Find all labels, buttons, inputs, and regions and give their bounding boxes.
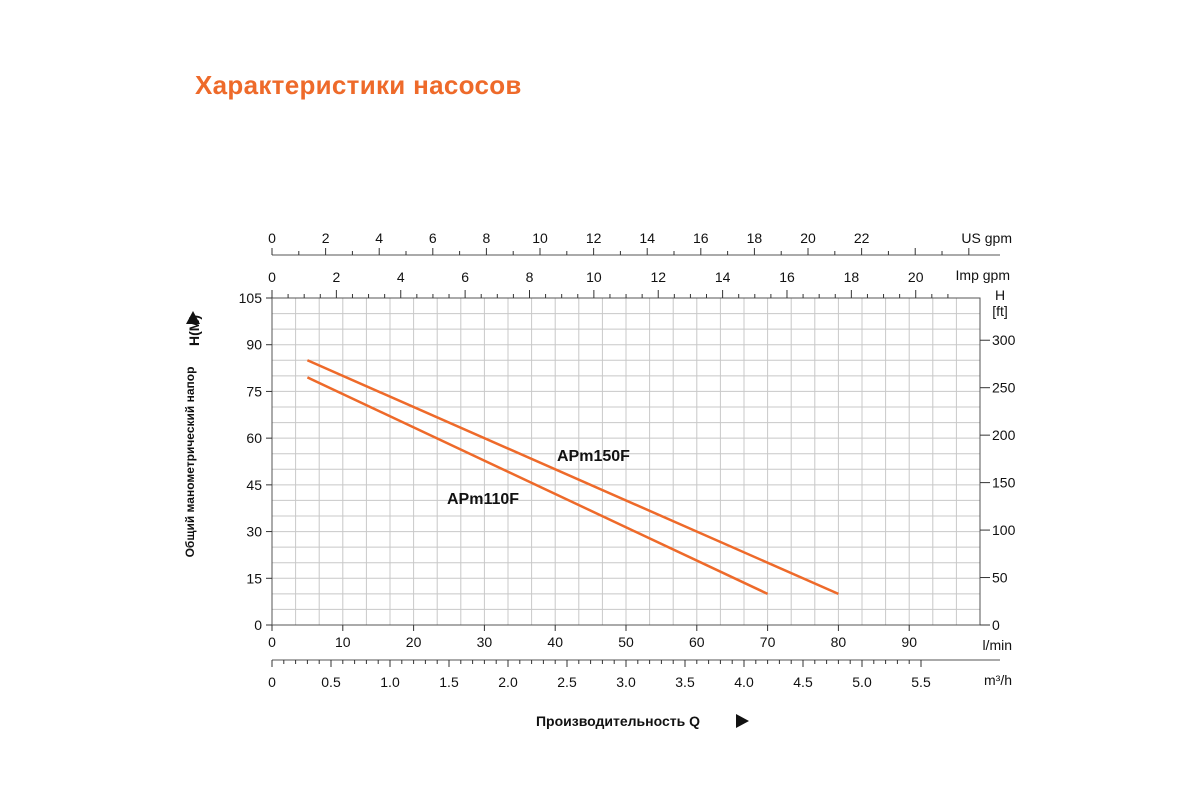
y-axis-title: Общий манометрический напор xyxy=(183,367,197,558)
y-right-tick-label: 50 xyxy=(992,570,1008,586)
x2-tick-label: 1.0 xyxy=(380,674,400,690)
x-axis-title: Производительность Q xyxy=(536,713,700,729)
y-tick-label: 105 xyxy=(239,290,263,306)
top-tick-label: 2 xyxy=(322,230,330,246)
x-tick-label: 0 xyxy=(268,634,276,650)
x2-tick-label: 2.5 xyxy=(557,674,577,690)
x2-tick-label: 0 xyxy=(268,674,276,690)
top2-tick-label: 12 xyxy=(650,269,666,285)
y-tick-label: 90 xyxy=(246,337,262,353)
top2-tick-label: 18 xyxy=(844,269,860,285)
x-tick-label: 70 xyxy=(760,634,776,650)
y-right-unit-label: [ft] xyxy=(992,303,1008,319)
top-tick-label: 22 xyxy=(854,230,870,246)
y-right-tick-label: 200 xyxy=(992,427,1016,443)
y-right-unit-label: H xyxy=(995,287,1005,303)
series-line-APm150F xyxy=(306,359,839,596)
top-unit-label: US gpm xyxy=(961,230,1012,246)
y-tick-label: 15 xyxy=(246,570,262,586)
y-tick-label: 30 xyxy=(246,524,262,540)
y-tick-label: 0 xyxy=(254,617,262,633)
top2-tick-label: 2 xyxy=(332,269,340,285)
x-unit-label: l/min xyxy=(982,637,1012,653)
x2-tick-label: 4.5 xyxy=(793,674,813,690)
top2-tick-label: 4 xyxy=(397,269,405,285)
x2-tick-label: 5.5 xyxy=(911,674,931,690)
top-tick-label: 4 xyxy=(375,230,383,246)
page-title: Характеристики насосов xyxy=(195,70,522,100)
top-tick-label: 18 xyxy=(747,230,763,246)
top-tick-label: 14 xyxy=(639,230,655,246)
y-axis-arrow-icon xyxy=(186,311,200,324)
x-tick-label: 60 xyxy=(689,634,705,650)
x-tick-label: 40 xyxy=(547,634,563,650)
top-tick-label: 0 xyxy=(268,230,276,246)
top2-tick-label: 20 xyxy=(908,269,924,285)
x2-tick-label: 3.0 xyxy=(616,674,636,690)
top2-tick-label: 16 xyxy=(779,269,795,285)
x-tick-label: 90 xyxy=(901,634,917,650)
y-tick-label: 45 xyxy=(246,477,262,493)
series-layer xyxy=(306,359,839,596)
series-label-APm110F: APm110F xyxy=(447,491,519,508)
x2-tick-label: 0.5 xyxy=(321,674,341,690)
top2-unit-label: Imp gpm xyxy=(956,267,1010,283)
top-tick-label: 20 xyxy=(800,230,816,246)
x-axis-arrow-icon xyxy=(736,714,749,728)
x-tick-label: 80 xyxy=(831,634,847,650)
x2-tick-label: 5.0 xyxy=(852,674,872,690)
y-tick-label: 60 xyxy=(246,430,262,446)
y-right-tick-label: 300 xyxy=(992,332,1016,348)
axes-layer: 0153045607590105050100150200250300H[ft]0… xyxy=(239,230,1016,690)
y-right-tick-label: 0 xyxy=(992,617,1000,633)
top2-tick-label: 14 xyxy=(715,269,731,285)
x2-tick-label: 4.0 xyxy=(734,674,754,690)
y-right-tick-label: 250 xyxy=(992,380,1016,396)
labels-layer: APm150F APm110F Производительность Q Общий… xyxy=(183,311,749,729)
x2-tick-label: 3.5 xyxy=(675,674,695,690)
x-tick-label: 50 xyxy=(618,634,634,650)
top-tick-label: 8 xyxy=(483,230,491,246)
x2-unit-label: m³/h xyxy=(984,672,1012,688)
x2-tick-label: 2.0 xyxy=(498,674,518,690)
top2-tick-label: 10 xyxy=(586,269,602,285)
y-right-tick-label: 150 xyxy=(992,475,1016,491)
x-tick-label: 30 xyxy=(477,634,493,650)
series-label-APm150F: APm150F xyxy=(557,448,630,465)
series-line-APm110F xyxy=(306,376,769,595)
top-tick-label: 6 xyxy=(429,230,437,246)
x2-tick-label: 1.5 xyxy=(439,674,459,690)
y-tick-label: 75 xyxy=(246,383,262,399)
top2-tick-label: 0 xyxy=(268,269,276,285)
top2-tick-label: 6 xyxy=(461,269,469,285)
x-tick-label: 10 xyxy=(335,634,351,650)
top-tick-label: 12 xyxy=(586,230,602,246)
y-right-tick-label: 100 xyxy=(992,522,1016,538)
top2-tick-label: 8 xyxy=(526,269,534,285)
top-tick-label: 10 xyxy=(532,230,548,246)
x-tick-label: 20 xyxy=(406,634,422,650)
top-tick-label: 16 xyxy=(693,230,709,246)
